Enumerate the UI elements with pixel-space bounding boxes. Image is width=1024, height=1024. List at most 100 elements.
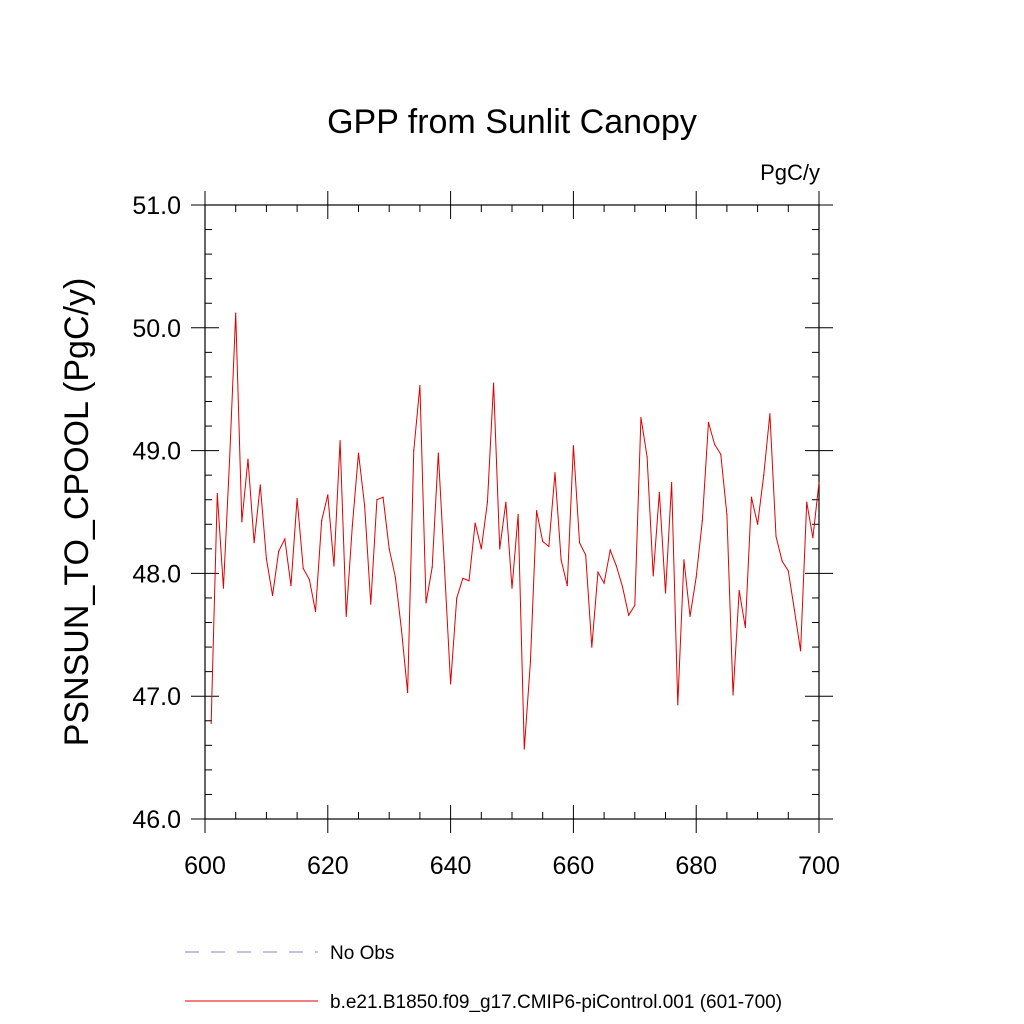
data-point <box>738 589 740 592</box>
data-point <box>535 510 538 512</box>
data-point <box>345 615 347 617</box>
y-tick-label: 51.0 <box>132 192 181 220</box>
data-point <box>222 587 225 589</box>
data-point <box>443 566 446 568</box>
data-point <box>671 481 673 484</box>
y-tick-label: 50.0 <box>132 315 181 343</box>
data-point <box>818 481 820 484</box>
legend-label-no-obs: No Obs <box>330 943 394 964</box>
data-point <box>302 567 304 570</box>
data-point <box>296 497 298 500</box>
data-point <box>775 535 777 538</box>
data-point <box>235 312 237 314</box>
data-point <box>308 578 310 581</box>
data-point <box>271 594 274 597</box>
data-point <box>609 549 611 551</box>
data-point <box>321 519 323 522</box>
data-point <box>732 694 734 696</box>
data-point <box>603 582 605 584</box>
data-point <box>621 586 624 588</box>
data-point <box>726 513 728 516</box>
data-point <box>763 474 765 476</box>
data-point <box>228 459 231 462</box>
data-point <box>357 452 360 454</box>
data-point <box>720 453 722 455</box>
data-point <box>769 413 771 415</box>
data-point <box>290 585 292 587</box>
data-point <box>382 496 384 498</box>
axis-ticks: 600 620 640 660 680 700 46.0 47.0 48.0 49.0 50.0 51… <box>132 191 840 880</box>
series-layer <box>210 312 820 750</box>
data-point <box>364 505 366 507</box>
data-point <box>247 458 249 460</box>
data-point <box>646 456 648 458</box>
data-point <box>677 704 679 706</box>
units-label: PgC/y <box>760 160 820 185</box>
data-point <box>431 566 433 568</box>
x-tick-label: 680 <box>675 852 717 880</box>
data-point <box>664 592 667 594</box>
data-point <box>585 554 587 556</box>
data-point <box>505 501 507 503</box>
data-point <box>517 513 519 516</box>
data-point <box>566 585 568 587</box>
data-point <box>787 570 789 572</box>
data-point <box>278 550 280 552</box>
data-point <box>437 452 439 454</box>
data-point <box>456 597 458 599</box>
data-point <box>511 587 513 589</box>
y-tick-label: 48.0 <box>132 560 181 588</box>
data-point <box>591 646 593 648</box>
data-point <box>689 615 691 617</box>
series-line-0 <box>210 313 820 750</box>
data-point <box>400 629 403 631</box>
data-point <box>425 602 427 604</box>
data-point <box>750 496 753 498</box>
data-point <box>615 565 617 567</box>
y-tick-label: 46.0 <box>132 806 181 834</box>
data-point <box>480 548 482 550</box>
data-point <box>554 472 556 474</box>
legend-label-model: b.e21.B1850.f09_g17.CMIP6-piControl.001 … <box>330 992 782 1013</box>
data-point <box>413 450 415 452</box>
data-point <box>450 683 452 685</box>
data-point <box>781 560 783 562</box>
data-point <box>578 542 581 544</box>
data-point <box>640 416 642 419</box>
data-point <box>333 565 335 567</box>
data-point <box>210 722 212 724</box>
data-point <box>492 382 495 384</box>
data-point <box>216 492 218 495</box>
x-tick-label: 660 <box>553 852 595 880</box>
data-point <box>462 577 464 579</box>
data-point <box>695 576 697 578</box>
data-point <box>652 575 654 577</box>
x-tick-label: 620 <box>307 852 349 880</box>
data-point <box>523 748 525 750</box>
data-point <box>812 537 814 539</box>
y-tick-label: 49.0 <box>132 438 181 466</box>
data-point <box>499 548 501 550</box>
data-point <box>707 421 710 423</box>
data-point <box>714 443 716 446</box>
data-point <box>394 576 396 578</box>
data-point <box>701 519 703 522</box>
data-point <box>634 604 636 606</box>
data-point <box>757 523 759 525</box>
data-point <box>799 650 802 652</box>
data-point <box>407 691 409 694</box>
data-point <box>327 494 329 496</box>
data-point <box>529 661 532 663</box>
data-point <box>253 542 255 544</box>
data-point <box>314 610 317 613</box>
chart-title: GPP from Sunlit Canopy <box>327 103 697 141</box>
y-axis-label: PSNSUN_TO_CPOOL (PgC/y) <box>58 278 96 747</box>
data-point <box>628 614 630 616</box>
data-point <box>806 501 808 503</box>
data-point <box>560 559 562 561</box>
data-point <box>474 522 476 524</box>
data-point <box>658 491 660 493</box>
data-point <box>241 521 243 523</box>
legend: No Obs b.e21.B1850.f09_g17.CMIP6-piContr… <box>185 943 782 1013</box>
